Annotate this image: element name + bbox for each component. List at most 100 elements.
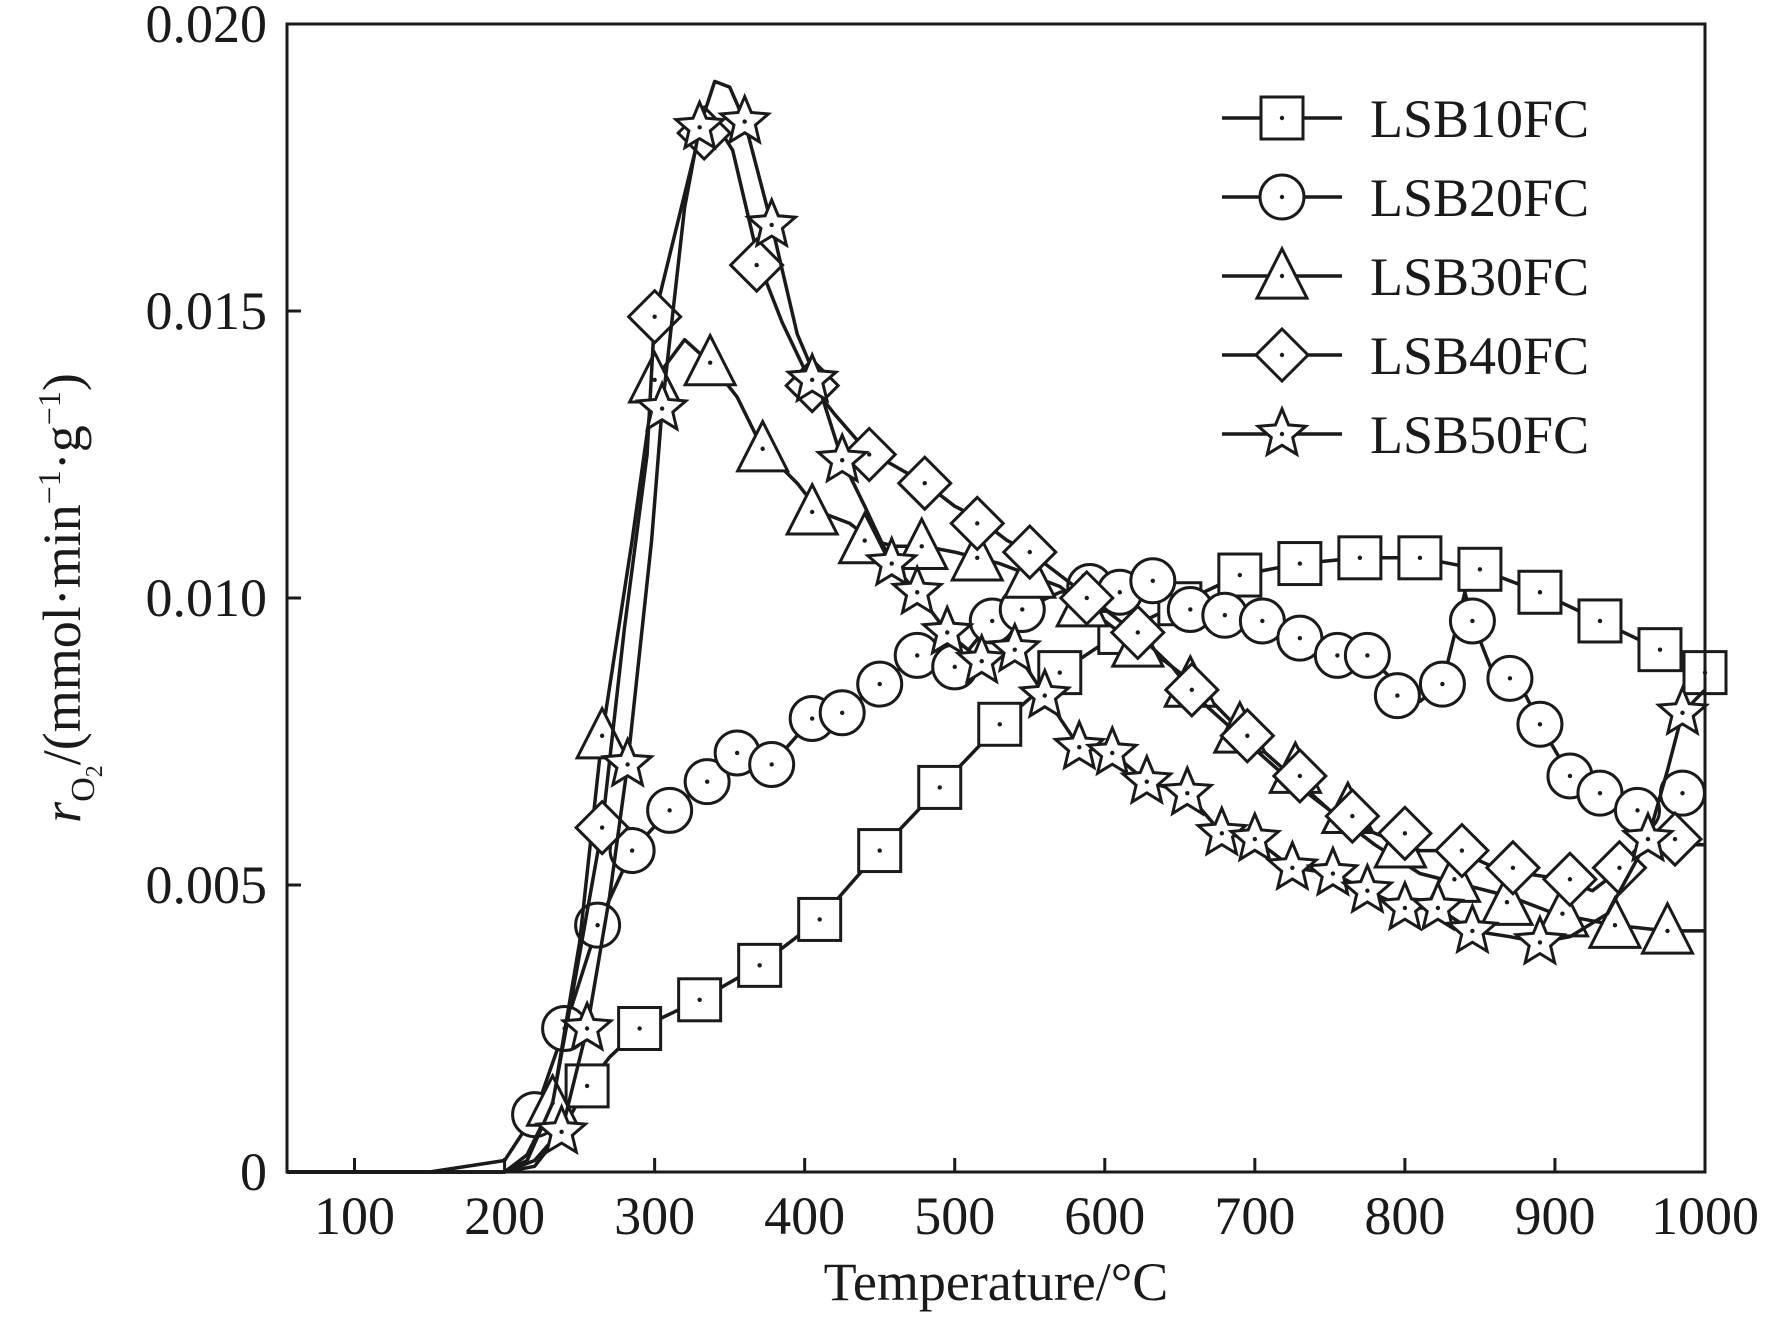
star-marker [634,379,690,432]
marker-center-dot [1012,647,1017,652]
marker-center-dot [1665,928,1670,934]
marker-center-dot [652,314,657,319]
y-axis-exponent-1: −1 [31,470,67,504]
star-marker [784,350,840,404]
star-marker [814,431,870,484]
marker-center-dot [915,653,920,658]
series-lsb40fc [287,104,1705,1174]
star-marker [1410,879,1466,932]
marker-center-dot [1680,790,1685,796]
marker-center-dot [769,222,774,228]
marker-center-dot [1365,653,1370,658]
x-tick-label: 300 [614,1186,695,1246]
star-marker [864,534,920,587]
marker-center-dot [1144,779,1150,784]
marker-center-dot [625,762,630,767]
marker-center-dot [1219,831,1225,836]
marker-center-dot [877,681,882,687]
marker-center-dot [979,658,984,664]
marker-center-dot [867,452,872,457]
marker-center-dot [1402,831,1408,836]
marker-center-dot [1150,578,1156,583]
marker-center-dot [1402,905,1408,911]
marker-center-dot [1297,635,1303,641]
marker-center-dot [1612,922,1618,928]
marker-center-dot [629,848,635,853]
marker-center-dot [1435,905,1441,911]
marker-center-dot [1188,607,1193,612]
marker-center-dot [915,590,920,595]
marker-center-dot [1252,836,1258,842]
marker-center-dot [637,1026,642,1031]
star-marker [534,1102,590,1156]
marker-center-dot [817,917,822,922]
marker-center-dot [1645,836,1651,842]
star-marker [919,603,975,656]
marker-center-dot [1222,613,1228,618]
marker-center-dot [1260,618,1265,624]
y-tick-label: 0 [240,1142,267,1202]
star-marker [1159,764,1215,817]
marker-center-dot [1560,911,1565,916]
marker-center-dot [1417,555,1423,561]
x-tick-label: 600 [1064,1186,1145,1246]
marker-center-dot [667,808,672,813]
triangle-marker [1254,245,1310,300]
marker-center-dot [1357,555,1363,561]
star-marker [600,735,656,788]
x-tick-label: 200 [464,1186,545,1246]
star-marker [717,92,773,145]
marker-center-dot [1510,865,1516,870]
x-tick-label: 1000 [1651,1186,1759,1246]
marker-center-dot [1440,681,1445,687]
marker-center-dot [1470,928,1475,934]
x-tick-label: 800 [1364,1186,1445,1246]
marker-center-dot [697,997,702,1002]
marker-center-dot [1245,733,1250,738]
star-marker [1119,752,1175,806]
star-marker [987,620,1043,674]
marker-center-dot [707,360,713,365]
marker-center-dot [1297,561,1303,566]
marker-center-dot [1279,431,1285,437]
legend-label: LSB50FC [1370,405,1589,465]
marker-center-dot [1117,590,1122,595]
marker-center-dot [559,1129,564,1135]
square-marker [917,764,963,810]
star-marker [1017,666,1073,719]
marker-center-dot [1365,888,1370,893]
marker-center-dot [922,481,927,486]
triangle-marker [1479,871,1535,926]
marker-center-dot [742,119,747,124]
marker-center-dot [1185,790,1190,796]
marker-center-dot [1395,693,1400,698]
legend: LSB10FC LSB20FC LSB30FC LSB40FC LSB50FC [1222,89,1589,465]
marker-center-dot [652,377,657,383]
marker-center-dot [584,1026,590,1031]
marker-center-dot [1504,900,1510,905]
marker-center-dot [1657,647,1663,652]
marker-center-dot [975,555,980,561]
marker-center-dot [1237,572,1243,578]
star-marker [1254,405,1310,458]
star-marker [1444,901,1500,955]
marker-center-dot [919,544,924,549]
marker-center-dot [1279,115,1285,121]
y-axis-subscript: O [65,777,102,802]
marker-center-dot [839,458,845,463]
marker-center-dot [769,762,774,767]
marker-center-dot [1057,670,1062,675]
marker-center-dot [1459,848,1465,853]
marker-center-dot [1279,273,1285,279]
star-marker [1264,838,1320,892]
star-marker [744,195,800,249]
triangle-marker [574,705,630,760]
legend-item: LSB40FC [1222,326,1589,386]
series-lsb20fc [287,557,1706,1174]
star-marker [1654,683,1711,737]
marker-center-dot [599,733,605,738]
marker-center-dot [734,750,740,756]
y-axis-unit-prefix: /(mmol·min [32,504,92,765]
legend-label: LSB30FC [1370,247,1589,307]
marker-center-dot [1135,630,1141,635]
